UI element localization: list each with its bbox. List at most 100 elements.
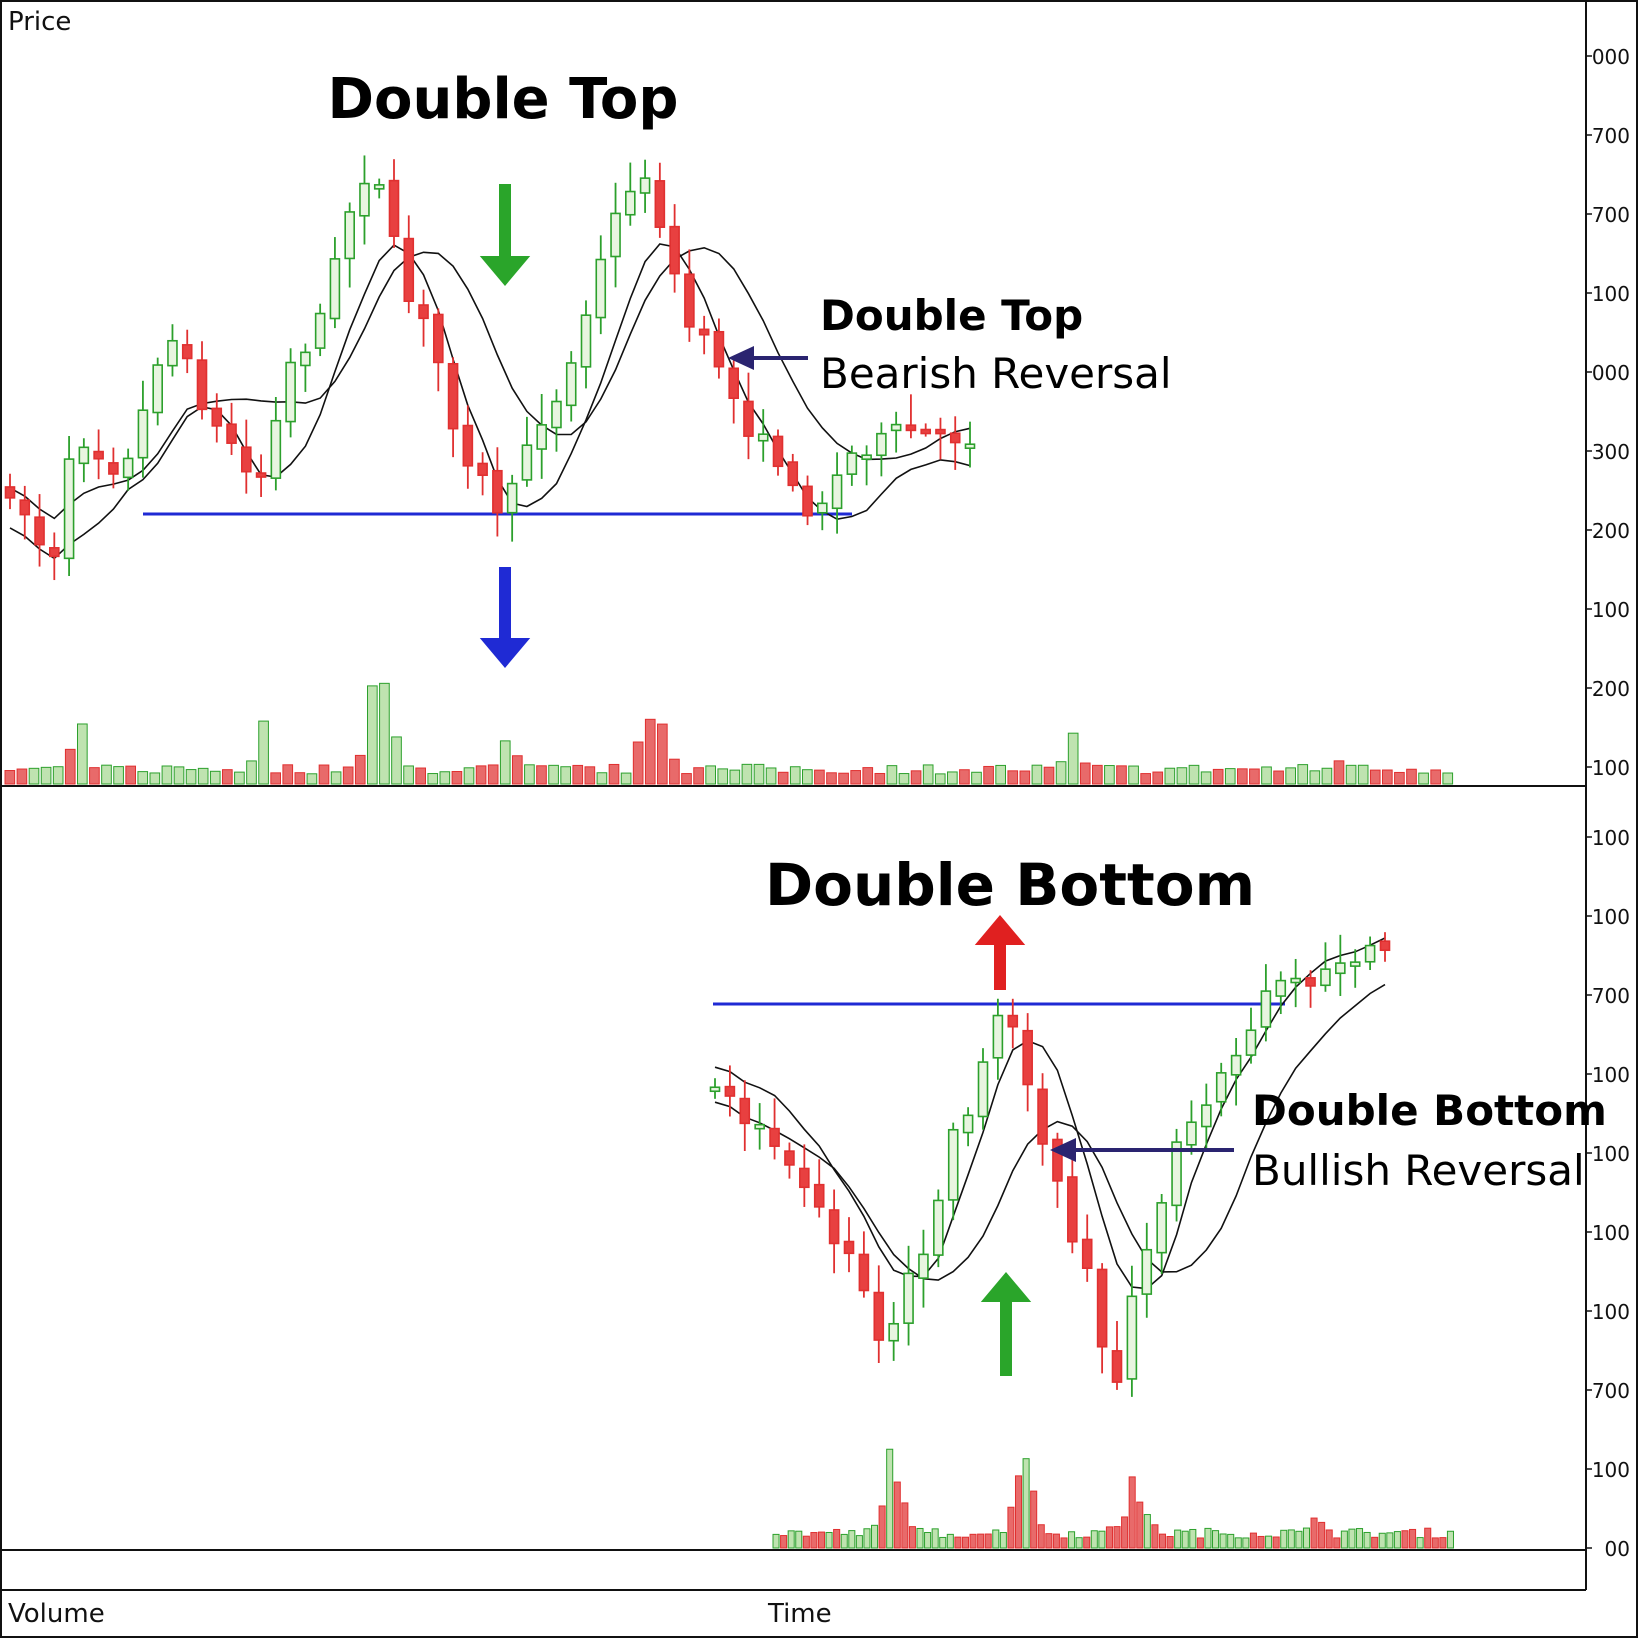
y-tick-label: 700 xyxy=(1592,984,1630,1008)
candle-body xyxy=(492,469,503,514)
y-tick-label: 100 xyxy=(1592,905,1630,929)
bottom-volume-bar xyxy=(825,1531,833,1549)
y-tick-label: 100 xyxy=(1592,826,1630,850)
top-volume-bar xyxy=(403,765,414,785)
candle-body xyxy=(935,428,946,435)
bottom-volume-bar xyxy=(1333,1537,1341,1549)
top-volume-bar xyxy=(657,723,668,785)
candle-body xyxy=(344,211,355,260)
bottom-volume-bar xyxy=(1060,1537,1068,1549)
top-volume-bar xyxy=(765,767,777,785)
bottom-volume-bar xyxy=(863,1528,871,1549)
candle-body xyxy=(580,314,592,368)
volume-layer xyxy=(4,682,1454,1549)
y-tick-label: 200 xyxy=(1592,677,1630,701)
blue-down-arrow xyxy=(479,567,531,668)
top-volume-bar xyxy=(1067,732,1079,785)
candle-body xyxy=(300,351,311,367)
candle-body xyxy=(19,499,31,516)
bottom-candle xyxy=(1245,1007,1257,1064)
bottom-candle xyxy=(754,1103,765,1150)
candle-layer xyxy=(4,155,1391,1397)
candle-body xyxy=(709,1086,721,1093)
top-volume-bar xyxy=(499,740,511,785)
top-candle xyxy=(49,532,60,581)
candle-body xyxy=(1081,1238,1093,1269)
candle-body xyxy=(977,1061,989,1118)
bottom-candle xyxy=(947,1122,959,1221)
top-ma-slow xyxy=(9,246,971,520)
bottom-candle xyxy=(843,1217,855,1273)
candle-body xyxy=(93,450,104,460)
top-volume-bar xyxy=(1430,769,1442,785)
candle-body xyxy=(565,362,577,407)
bottom-volume-bar xyxy=(1022,1458,1030,1549)
top-candle xyxy=(551,389,562,452)
bottom-volume-bar xyxy=(1113,1526,1121,1549)
top-volume-bar xyxy=(548,764,559,785)
candle-body xyxy=(843,1240,855,1255)
candle-body xyxy=(831,474,843,510)
top-volume-bar xyxy=(1406,768,1417,785)
bottom-volume-bar xyxy=(833,1528,841,1549)
top-volume-bar xyxy=(983,765,994,785)
candle-body xyxy=(314,312,326,349)
top-volume-bar xyxy=(995,764,1006,785)
bottom-candle xyxy=(962,1107,974,1147)
top-candle xyxy=(447,357,459,458)
top-candle xyxy=(565,351,577,422)
bottom-candle xyxy=(1364,936,1376,971)
bottom-volume-bar xyxy=(992,1529,1000,1549)
top-candle xyxy=(625,162,636,226)
bottom-volume-bar xyxy=(1325,1529,1333,1549)
bottom-volume-bar xyxy=(1416,1537,1424,1549)
candle-body xyxy=(447,362,459,430)
top-candle xyxy=(403,215,415,314)
y-tick-label: 300 xyxy=(1592,440,1630,464)
candle-body xyxy=(433,313,444,364)
bottom-volume-bar xyxy=(1105,1526,1113,1549)
bottom-volume-bar xyxy=(977,1533,985,1549)
candle-body xyxy=(1260,990,1272,1028)
top-volume-bar xyxy=(270,772,282,785)
bottom-candle xyxy=(1022,1013,1033,1112)
green-up-arrow xyxy=(980,1272,1032,1376)
bottom-candle xyxy=(813,1159,825,1218)
candle-body xyxy=(610,212,621,258)
candle-body xyxy=(255,472,267,478)
top-candle xyxy=(935,417,946,460)
candle-body xyxy=(947,1128,959,1201)
y-tick-label: 700 xyxy=(1592,124,1630,148)
candle-body xyxy=(724,1085,736,1097)
top-volume-bar xyxy=(161,765,173,785)
top-candle xyxy=(713,318,725,379)
candle-body xyxy=(654,180,666,228)
top-volume-bar xyxy=(898,773,910,785)
candle-body xyxy=(1111,1350,1123,1383)
top-volume-bar xyxy=(850,770,861,785)
candle-body xyxy=(551,400,562,429)
top-candle xyxy=(19,485,31,540)
candle-body xyxy=(1335,962,1346,975)
top-volume-bar xyxy=(1273,770,1284,785)
top-volume-bar xyxy=(282,764,294,785)
top-volume-bar xyxy=(1418,772,1429,785)
y-tick-label: 100 xyxy=(1592,598,1630,622)
bottom-volume-bar xyxy=(772,1533,780,1549)
candle-body xyxy=(477,462,488,477)
candle-body xyxy=(196,359,208,411)
top-candle xyxy=(93,429,104,480)
top-volume-bar xyxy=(584,766,596,785)
arrow-head xyxy=(980,1272,1032,1302)
bottom-volume-bar xyxy=(1007,1506,1015,1549)
top-volume-bar xyxy=(475,765,487,785)
candle-body xyxy=(888,1322,899,1342)
bottom-candle xyxy=(1096,1263,1108,1374)
candle-body xyxy=(1364,944,1376,963)
top-volume-bar xyxy=(1079,762,1091,785)
top-volume-bar xyxy=(1357,764,1369,785)
top-candle xyxy=(314,303,326,357)
top-candle xyxy=(595,235,607,335)
bottom-volume-bar xyxy=(924,1532,932,1549)
